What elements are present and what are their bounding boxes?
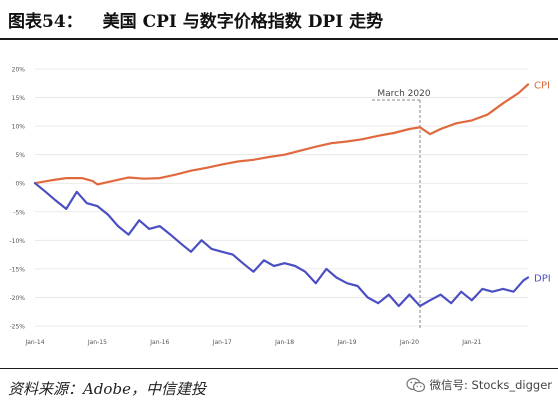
y-tick-label: 0% bbox=[15, 181, 25, 188]
wechat-icon bbox=[405, 377, 425, 393]
bottom-rule bbox=[0, 368, 558, 369]
x-tick-label: Jan-16 bbox=[149, 339, 169, 346]
top-rule bbox=[0, 38, 558, 40]
y-tick-label: 5% bbox=[15, 152, 25, 159]
x-tick-label: Jan-18 bbox=[274, 339, 294, 346]
y-tick-label: -10% bbox=[9, 238, 25, 245]
x-tick-label: Jan-20 bbox=[399, 339, 419, 346]
annotation-label: March 2020 bbox=[377, 89, 430, 99]
y-tick-label: -5% bbox=[13, 209, 25, 216]
series-label-dpi: DPI bbox=[534, 273, 551, 284]
y-tick-label: -15% bbox=[9, 266, 25, 273]
y-tick-label: 10% bbox=[12, 124, 26, 131]
x-tick-label: Jan-21 bbox=[461, 339, 481, 346]
figure-header: 图表54： 美国 CPI 与数字价格指数 DPI 走势 bbox=[0, 0, 558, 38]
figure-label: 图表54： bbox=[8, 11, 83, 32]
series-line-cpi bbox=[33, 83, 530, 186]
chart-title: 美国 CPI 与数字价格指数 DPI 走势 bbox=[102, 11, 384, 32]
source-note: 资料来源：Adobe，中信建投 bbox=[8, 380, 206, 398]
y-tick-label: 15% bbox=[12, 95, 26, 102]
x-tick-label: Jan-15 bbox=[87, 339, 107, 346]
y-tick-label: -25% bbox=[9, 324, 25, 331]
x-tick-label: Jan-14 bbox=[24, 339, 44, 346]
figure-footer: 资料来源：Adobe，中信建投 微信号: Stocks_digger bbox=[0, 372, 558, 406]
line-chart: 20% 15% 10% 5% 0% -5% -10% -15% -20% -25% Jan-14 Ja… bbox=[9, 67, 551, 347]
x-tick-label: Jan-17 bbox=[212, 339, 232, 346]
y-tick-label: 20% bbox=[12, 67, 26, 74]
series-label-cpi: CPI bbox=[534, 80, 550, 91]
series-line-dpi bbox=[33, 182, 530, 308]
watermark-text: 微信号: Stocks_digger bbox=[429, 378, 553, 392]
x-tick-label: Jan-19 bbox=[336, 339, 356, 346]
y-tick-label: -20% bbox=[9, 295, 25, 302]
wechat-watermark: 微信号: Stocks_digger bbox=[405, 377, 553, 393]
